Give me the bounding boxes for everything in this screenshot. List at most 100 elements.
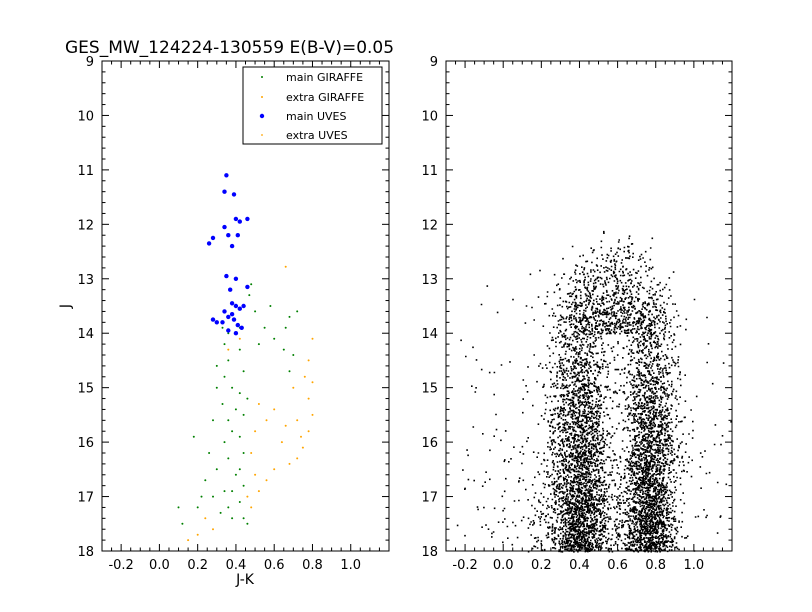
point-extra-giraffe — [257, 490, 260, 493]
point-main-giraffe — [250, 283, 253, 286]
point-main-giraffe — [257, 343, 260, 346]
point-main-giraffe — [242, 484, 245, 487]
point-main-uves — [237, 306, 242, 311]
y-tick-label: 16 — [77, 436, 94, 451]
point-main-giraffe — [231, 430, 234, 433]
legend-box — [242, 66, 383, 145]
point-main-uves — [222, 309, 227, 314]
point-extra-giraffe — [254, 473, 257, 476]
point-main-giraffe — [248, 294, 251, 297]
y-tick-label: 12 — [421, 218, 438, 233]
y-tick-label: 10 — [421, 109, 438, 124]
point-main-uves — [229, 301, 235, 306]
point-main-giraffe — [227, 419, 230, 422]
point-main-giraffe — [242, 370, 245, 373]
point-main-uves — [233, 276, 239, 281]
point-extra-giraffe — [307, 430, 310, 433]
x-tick-label: 0.6 — [607, 558, 628, 573]
point-extra-giraffe — [311, 413, 314, 416]
point-main-giraffe — [223, 490, 226, 493]
y-tick-label: 14 — [421, 327, 438, 342]
point-main-giraffe — [288, 370, 291, 373]
legend-marker-extra-uves — [261, 134, 263, 136]
point-extra-giraffe — [257, 403, 260, 405]
point-main-uves — [231, 192, 237, 197]
point-main-uves — [231, 317, 237, 322]
left-ticks: -0.2 0.0 0.2 0.4 0.6 0.8 1.0 9 10 11 12 13 14 15 16 17 1… — [77, 55, 389, 573]
point-extra-giraffe — [301, 446, 304, 449]
point-extra-giraffe — [296, 457, 299, 460]
point-extra-giraffe — [265, 479, 268, 482]
y-tick-label: 17 — [77, 491, 94, 506]
point-main-giraffe — [227, 457, 230, 460]
point-extra-giraffe — [250, 452, 253, 454]
point-extra-giraffe — [265, 419, 268, 422]
point-main-giraffe — [223, 441, 226, 444]
x-tick-label: -0.2 — [452, 558, 477, 573]
point-main-giraffe — [246, 522, 249, 525]
point-main-uves — [220, 320, 225, 325]
point-main-uves — [229, 243, 235, 249]
point-extra-giraffe — [246, 495, 249, 498]
point-main-giraffe — [204, 479, 207, 482]
point-main-giraffe — [215, 468, 218, 471]
point-main-uves — [235, 233, 240, 238]
y-tick-label: 9 — [430, 55, 438, 70]
point-main-uves — [229, 312, 235, 317]
point-main-giraffe — [181, 522, 184, 525]
point-extra-giraffe — [284, 424, 287, 427]
point-extra-giraffe — [273, 468, 276, 471]
right-scatter-points — [456, 230, 732, 553]
point-extra-giraffe — [311, 337, 314, 340]
point-main-giraffe — [192, 435, 195, 438]
point-main-giraffe — [231, 517, 234, 520]
y-tick-label: 16 — [421, 436, 438, 451]
legend-label-main-giraffe: main GIRAFFE — [286, 71, 363, 84]
point-main-giraffe — [238, 392, 241, 395]
x-tick-label: 0.0 — [149, 558, 170, 573]
point-main-giraffe — [282, 348, 285, 351]
point-main-uves — [237, 219, 242, 224]
point-main-giraffe — [246, 397, 249, 400]
point-main-uves — [241, 303, 246, 309]
point-main-uves — [233, 303, 239, 309]
point-main-giraffe — [227, 506, 230, 509]
point-main-giraffe — [177, 506, 180, 509]
point-main-giraffe — [212, 419, 214, 422]
point-extra-giraffe — [250, 506, 253, 509]
point-extra-giraffe — [212, 528, 214, 531]
point-extra-uves — [284, 265, 287, 268]
point-main-giraffe — [296, 310, 299, 313]
legend-marker-extra-giraffe — [261, 96, 263, 98]
point-main-giraffe — [215, 364, 218, 367]
left-scatter-points — [177, 173, 314, 542]
point-main-uves — [206, 241, 212, 246]
point-main-uves — [222, 224, 227, 230]
point-main-giraffe — [196, 506, 199, 509]
y-tick-label: 10 — [77, 109, 94, 124]
point-main-giraffe — [269, 305, 272, 307]
right-panel: -0.2 0.0 0.2 0.4 0.6 0.8 1.0 9 10 11 12 13 14 15 16 17 1… — [421, 55, 733, 573]
x-tick-label: 0.4 — [226, 558, 247, 573]
y-tick-label: 15 — [77, 382, 94, 397]
point-main-giraffe — [221, 326, 224, 329]
y-tick-label: 18 — [77, 545, 94, 560]
point-main-giraffe — [284, 326, 287, 329]
x-tick-label: 0.6 — [264, 558, 285, 573]
point-main-uves — [239, 325, 244, 330]
x-tick-label: 0.2 — [531, 558, 552, 573]
point-extra-giraffe — [307, 397, 310, 400]
point-main-giraffe — [223, 343, 226, 346]
y-tick-label: 18 — [421, 545, 438, 560]
point-main-giraffe — [238, 348, 241, 351]
point-main-giraffe — [238, 468, 241, 471]
point-main-giraffe — [238, 501, 241, 503]
point-extra-giraffe — [273, 408, 276, 411]
point-main-uves — [224, 173, 229, 178]
point-extra-giraffe — [196, 533, 199, 536]
y-tick-label: 12 — [77, 218, 94, 233]
point-extra-uves — [238, 337, 241, 340]
chart-title: GES_MW_124224-130559 E(B-V)=0.05 — [65, 38, 394, 58]
point-main-giraffe — [292, 354, 295, 356]
y-tick-label: 13 — [77, 273, 94, 288]
